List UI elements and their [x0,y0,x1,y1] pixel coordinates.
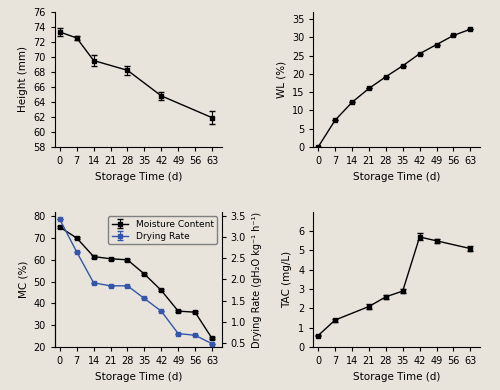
Legend: Moisture Content, Drying Rate: Moisture Content, Drying Rate [108,216,217,244]
X-axis label: Storage Time (d): Storage Time (d) [94,172,182,181]
X-axis label: Storage Time (d): Storage Time (d) [353,372,440,382]
X-axis label: Storage Time (d): Storage Time (d) [353,172,440,181]
Y-axis label: Height (mm): Height (mm) [18,46,28,112]
X-axis label: Storage Time (d): Storage Time (d) [94,372,182,382]
Y-axis label: TAC (mg/L): TAC (mg/L) [282,251,292,308]
Y-axis label: WL (%): WL (%) [276,61,286,98]
Y-axis label: Drying Rate (gH₂O kg⁻¹ h⁻¹): Drying Rate (gH₂O kg⁻¹ h⁻¹) [252,211,262,347]
Y-axis label: MC (%): MC (%) [18,261,28,298]
